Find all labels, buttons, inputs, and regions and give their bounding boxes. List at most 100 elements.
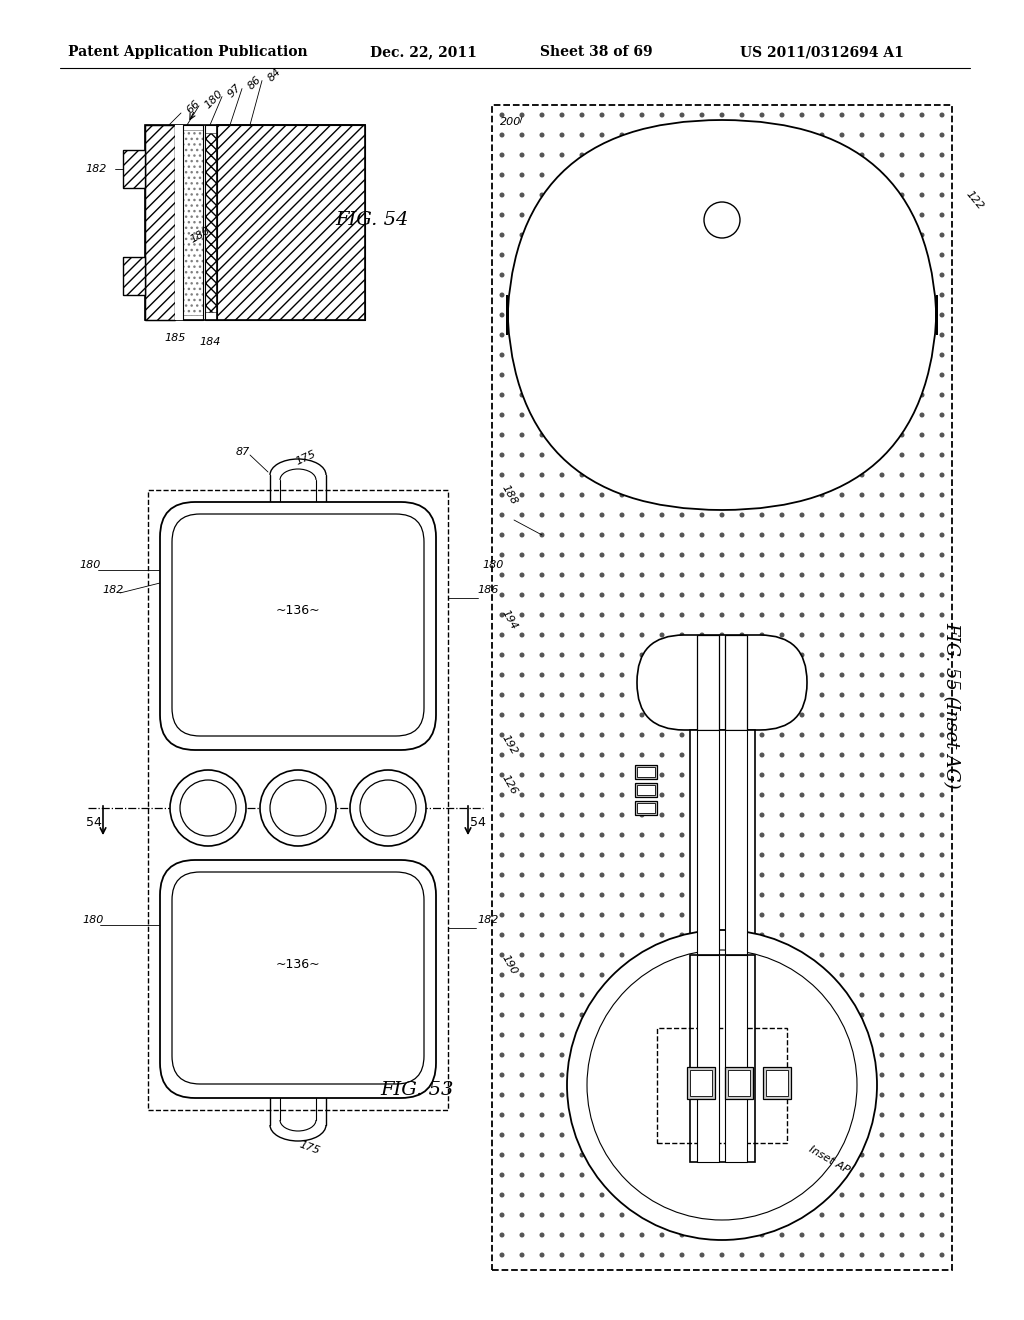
Circle shape — [700, 333, 703, 337]
Circle shape — [860, 1093, 864, 1097]
Circle shape — [660, 413, 664, 417]
Circle shape — [800, 673, 804, 677]
Bar — [635, 801, 657, 814]
Circle shape — [800, 1093, 804, 1097]
Circle shape — [841, 673, 844, 677]
Circle shape — [940, 833, 944, 837]
Circle shape — [921, 413, 924, 417]
Circle shape — [621, 473, 624, 477]
Circle shape — [921, 234, 924, 236]
Circle shape — [800, 193, 804, 197]
Circle shape — [560, 1233, 564, 1237]
Circle shape — [520, 793, 524, 797]
Circle shape — [740, 1113, 743, 1117]
Circle shape — [621, 953, 624, 957]
Circle shape — [500, 193, 504, 197]
Circle shape — [600, 1014, 604, 1016]
Circle shape — [560, 433, 564, 437]
Circle shape — [940, 513, 944, 517]
Circle shape — [881, 874, 884, 876]
Circle shape — [900, 653, 904, 657]
Circle shape — [581, 774, 584, 776]
Circle shape — [520, 1173, 524, 1177]
Circle shape — [500, 253, 504, 257]
Circle shape — [700, 313, 703, 317]
Circle shape — [720, 1253, 724, 1257]
Circle shape — [900, 1173, 904, 1177]
Circle shape — [660, 293, 664, 297]
Circle shape — [860, 1173, 864, 1177]
Circle shape — [820, 713, 823, 717]
Circle shape — [680, 1073, 684, 1077]
Circle shape — [500, 354, 504, 356]
Circle shape — [680, 1233, 684, 1237]
Circle shape — [541, 1193, 544, 1197]
Circle shape — [860, 713, 864, 717]
Circle shape — [560, 214, 564, 216]
Circle shape — [841, 833, 844, 837]
Circle shape — [541, 494, 544, 496]
Circle shape — [740, 993, 743, 997]
Circle shape — [780, 214, 783, 216]
Circle shape — [900, 973, 904, 977]
Circle shape — [900, 114, 904, 116]
Circle shape — [621, 293, 624, 297]
Circle shape — [760, 253, 764, 257]
Circle shape — [541, 754, 544, 756]
Circle shape — [900, 1113, 904, 1117]
Circle shape — [621, 393, 624, 397]
Circle shape — [520, 853, 524, 857]
Circle shape — [700, 513, 703, 517]
Circle shape — [581, 813, 584, 817]
Circle shape — [900, 913, 904, 917]
Circle shape — [921, 1193, 924, 1197]
Circle shape — [720, 253, 724, 257]
Circle shape — [780, 253, 783, 257]
Circle shape — [541, 333, 544, 337]
Circle shape — [660, 173, 664, 177]
Circle shape — [680, 173, 684, 177]
Circle shape — [581, 953, 584, 957]
Circle shape — [541, 953, 544, 957]
Circle shape — [720, 774, 724, 776]
Circle shape — [700, 1053, 703, 1057]
Circle shape — [841, 693, 844, 697]
Circle shape — [940, 1154, 944, 1156]
Circle shape — [560, 333, 564, 337]
Circle shape — [520, 653, 524, 657]
Circle shape — [600, 1193, 604, 1197]
Circle shape — [581, 614, 584, 616]
Circle shape — [621, 234, 624, 236]
Circle shape — [841, 1034, 844, 1036]
Circle shape — [760, 114, 764, 116]
Circle shape — [581, 1233, 584, 1237]
Circle shape — [700, 533, 703, 537]
Circle shape — [640, 193, 644, 197]
Circle shape — [921, 793, 924, 797]
Circle shape — [581, 653, 584, 657]
Circle shape — [621, 1193, 624, 1197]
Circle shape — [541, 774, 544, 776]
Circle shape — [860, 993, 864, 997]
Circle shape — [560, 473, 564, 477]
Circle shape — [881, 953, 884, 957]
Circle shape — [560, 953, 564, 957]
Bar — [637, 785, 655, 795]
Circle shape — [900, 214, 904, 216]
Circle shape — [841, 133, 844, 137]
Circle shape — [820, 1034, 823, 1036]
Text: 182: 182 — [86, 164, 106, 174]
Circle shape — [860, 494, 864, 496]
Circle shape — [680, 1173, 684, 1177]
Circle shape — [820, 1233, 823, 1237]
Circle shape — [520, 774, 524, 776]
Circle shape — [921, 913, 924, 917]
Circle shape — [800, 1213, 804, 1217]
Circle shape — [500, 1073, 504, 1077]
Circle shape — [500, 1113, 504, 1117]
Circle shape — [350, 770, 426, 846]
Circle shape — [581, 533, 584, 537]
Circle shape — [560, 693, 564, 697]
Circle shape — [881, 354, 884, 356]
Circle shape — [780, 813, 783, 817]
